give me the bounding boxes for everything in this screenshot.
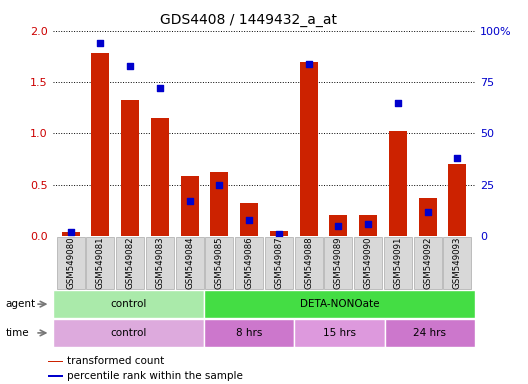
Bar xyxy=(204,290,475,318)
Point xyxy=(185,198,194,204)
Bar xyxy=(53,319,204,347)
Text: GSM549083: GSM549083 xyxy=(155,237,164,290)
Bar xyxy=(385,319,475,347)
Text: transformed count: transformed count xyxy=(67,356,164,366)
Point xyxy=(423,209,432,215)
Text: 24 hrs: 24 hrs xyxy=(413,328,447,338)
FancyBboxPatch shape xyxy=(205,237,233,290)
FancyBboxPatch shape xyxy=(384,237,412,290)
Text: control: control xyxy=(110,328,146,338)
FancyBboxPatch shape xyxy=(324,237,352,290)
Bar xyxy=(151,118,169,236)
Point xyxy=(394,99,402,106)
Point xyxy=(305,61,313,67)
Bar xyxy=(419,198,437,236)
FancyBboxPatch shape xyxy=(146,237,174,290)
Bar xyxy=(62,232,80,236)
Bar xyxy=(181,175,199,236)
Bar xyxy=(48,361,63,362)
FancyBboxPatch shape xyxy=(413,237,441,290)
Text: GSM549086: GSM549086 xyxy=(244,237,253,290)
Bar xyxy=(448,164,466,236)
Text: GSM549092: GSM549092 xyxy=(423,237,432,289)
FancyBboxPatch shape xyxy=(265,237,293,290)
Bar xyxy=(329,215,347,236)
Text: GSM549080: GSM549080 xyxy=(66,237,75,290)
Bar xyxy=(53,290,204,318)
Bar xyxy=(294,319,385,347)
Text: GSM549082: GSM549082 xyxy=(126,237,135,290)
FancyBboxPatch shape xyxy=(444,237,472,290)
FancyBboxPatch shape xyxy=(56,237,84,290)
Point xyxy=(334,223,343,229)
Text: 15 hrs: 15 hrs xyxy=(323,328,356,338)
FancyBboxPatch shape xyxy=(116,237,144,290)
FancyBboxPatch shape xyxy=(87,237,115,290)
Text: GSM549085: GSM549085 xyxy=(215,237,224,290)
Point xyxy=(96,40,105,46)
Bar xyxy=(359,215,377,236)
Text: GDS4408 / 1449432_a_at: GDS4408 / 1449432_a_at xyxy=(159,13,337,27)
Bar xyxy=(121,99,139,236)
Point xyxy=(364,221,372,227)
Bar xyxy=(204,319,294,347)
Point xyxy=(215,182,223,188)
Bar xyxy=(48,375,63,377)
Text: GSM549093: GSM549093 xyxy=(453,237,462,289)
Bar xyxy=(240,203,258,236)
FancyBboxPatch shape xyxy=(354,237,382,290)
Point xyxy=(275,231,283,237)
FancyBboxPatch shape xyxy=(295,237,323,290)
Text: percentile rank within the sample: percentile rank within the sample xyxy=(67,371,243,381)
Point xyxy=(453,155,461,161)
Text: GSM549089: GSM549089 xyxy=(334,237,343,289)
Text: GSM549091: GSM549091 xyxy=(393,237,402,289)
Text: 8 hrs: 8 hrs xyxy=(235,328,262,338)
FancyBboxPatch shape xyxy=(176,237,204,290)
Point xyxy=(126,63,134,69)
Text: GSM549088: GSM549088 xyxy=(304,237,313,290)
FancyBboxPatch shape xyxy=(235,237,263,290)
Text: control: control xyxy=(110,299,146,309)
Text: DETA-NONOate: DETA-NONOate xyxy=(300,299,379,309)
Text: time: time xyxy=(5,328,29,338)
Bar xyxy=(300,61,317,236)
Text: GSM549084: GSM549084 xyxy=(185,237,194,290)
Text: GSM549087: GSM549087 xyxy=(275,237,284,290)
Point xyxy=(156,85,164,91)
Text: GSM549081: GSM549081 xyxy=(96,237,105,290)
Point xyxy=(245,217,253,223)
Bar xyxy=(211,172,228,236)
Bar xyxy=(91,53,109,236)
Point xyxy=(67,229,75,235)
Text: agent: agent xyxy=(5,299,35,309)
Bar xyxy=(270,231,288,236)
Bar xyxy=(389,131,407,236)
Text: GSM549090: GSM549090 xyxy=(364,237,373,289)
